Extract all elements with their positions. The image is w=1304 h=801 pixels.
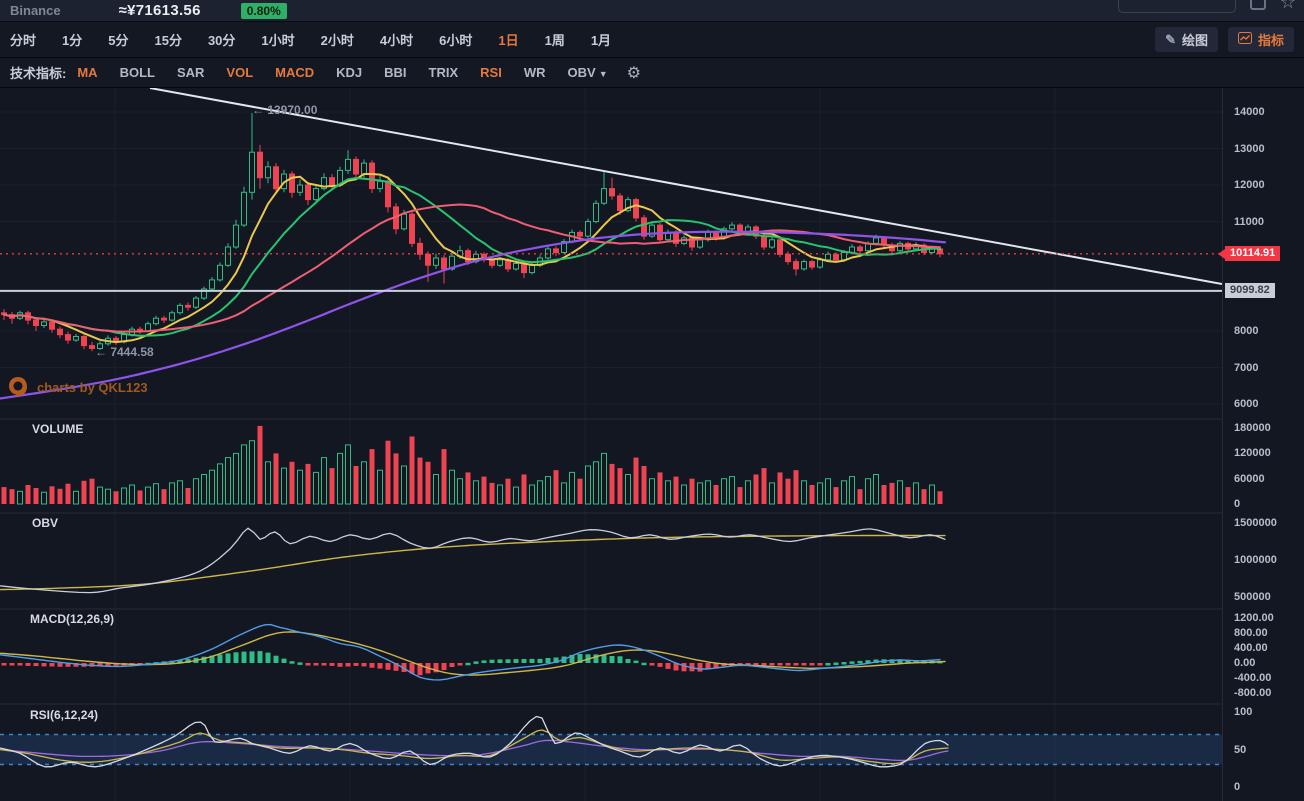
volume-pane-label: VOLUME (32, 422, 84, 436)
tab-timeframe-1m[interactable]: 1分 (62, 33, 83, 48)
cropped-pill-button[interactable] (1117, 0, 1236, 13)
star-icon[interactable]: ☆ (1279, 0, 1296, 12)
top-bar: Binance ≈¥71613.56 0.80% ☆ (0, 0, 1304, 22)
indicator-toggle-kdj[interactable]: KDJ (336, 65, 363, 80)
volume-axis-tick: 180000 (1234, 422, 1271, 435)
volume-axis-tick: 0 (1234, 498, 1241, 510)
chevron-down-icon: ▼ (598, 69, 608, 79)
price-axis-tick: 8000 (1234, 325, 1259, 337)
watermark: charts by QKL123 (6, 375, 148, 399)
low-price-annotation: ← 7444.58 (95, 345, 154, 359)
macd-axis-tick: -400.00 (1234, 672, 1272, 684)
watermark-text: charts by QKL123 (37, 379, 148, 395)
price-axis-tick: 6000 (1234, 398, 1259, 410)
change-percent-badge: 0.80% (240, 2, 287, 19)
chart-area: VOLUME OBV MACD(12,26,9) RSI(6,12,24) ← … (0, 88, 1304, 801)
draw-button-label: 绘图 (1181, 33, 1208, 48)
tab-timeframe-1h[interactable]: 1小时 (261, 33, 295, 48)
qkl123-logo-icon (9, 377, 27, 397)
indicator-bar-title: 技术指标: (10, 66, 67, 81)
pen-icon: ✎ (1165, 31, 1176, 47)
chart-canvas[interactable] (0, 88, 1222, 801)
macd-axis-tick: 400.00 (1234, 642, 1268, 654)
tab-timeframe-1w[interactable]: 1周 (544, 33, 565, 48)
hline-price-tag: 9099.82 (1225, 282, 1275, 298)
exchange-name: Binance (10, 3, 61, 18)
top-right-cropped-controls: ☆ (1117, 0, 1296, 13)
indicator-toggle-trix[interactable]: TRIX (428, 65, 459, 80)
tab-timeframe-4h[interactable]: 4小时 (379, 33, 414, 48)
obv-axis-tick: 1000000 (1234, 554, 1277, 566)
price-axis-tick: 13000 (1234, 142, 1265, 155)
high-price-annotation: ← 13970.00 (252, 103, 318, 117)
price-axis-tick: 14000 (1234, 106, 1265, 118)
draw-button[interactable]: ✎ 绘图 (1155, 27, 1218, 52)
gear-icon[interactable]: ⚙ (626, 64, 641, 82)
rsi-axis-tick: 100 (1234, 706, 1253, 718)
current-price-tag: 10114.91 (1217, 245, 1281, 261)
tab-timeframe-15m[interactable]: 15分 (154, 33, 182, 48)
obv-axis-tick: 1500000 (1234, 517, 1277, 529)
tab-timeframe-1mo[interactable]: 1月 (590, 33, 612, 48)
price-axis-tick: 11000 (1234, 215, 1264, 228)
share-icon[interactable] (1249, 0, 1266, 10)
line-chart-icon (1237, 32, 1252, 47)
indicator-button[interactable]: 指标 (1227, 27, 1294, 52)
macd-pane-label: MACD(12,26,9) (30, 612, 115, 626)
price-axis-gutter[interactable]: 14000 13000 12000 11000 8000 7000 6000 180000 12… (1217, 88, 1304, 801)
indicator-dropdown-obv[interactable]: OBV ▼ (567, 65, 608, 80)
indicator-toggle-bbi[interactable]: BBI (384, 65, 407, 80)
macd-axis-tick: 0.00 (1234, 657, 1256, 669)
cny-price: ≈¥71613.56 (118, 2, 201, 19)
price-axis-tick: 12000 (1234, 179, 1265, 191)
indicator-toggle-boll[interactable]: BOLL (119, 65, 155, 80)
indicator-toggle-sar[interactable]: SAR (176, 65, 205, 80)
volume-axis-tick: 60000 (1234, 472, 1265, 485)
macd-axis-tick: -800.00 (1234, 687, 1272, 699)
indicator-toggle-wr[interactable]: WR (523, 65, 546, 80)
tab-timeframe-fenshi[interactable]: 分时 (10, 33, 37, 48)
indicator-toggle-vol[interactable]: VOL (226, 65, 254, 80)
rsi-axis-tick: 50 (1234, 743, 1247, 756)
indicator-toggle-rsi[interactable]: RSI (480, 65, 502, 80)
tab-timeframe-6h[interactable]: 6小时 (439, 33, 473, 48)
tab-timeframe-30m[interactable]: 30分 (207, 33, 236, 48)
price-axis-tick: 7000 (1234, 361, 1259, 374)
rsi-axis-tick: 0 (1234, 781, 1241, 793)
tab-timeframe-2h[interactable]: 2小时 (320, 33, 354, 48)
rsi-pane-label: RSI(6,12,24) (30, 708, 99, 722)
timeframe-bar: 分时 1分 5分 15分 30分 1小时 2小时 4小时 6小时 1日 1周 1… (0, 22, 1304, 58)
macd-axis-tick: 1200.00 (1234, 612, 1274, 624)
indicator-button-label: 指标 (1257, 33, 1284, 48)
obv-axis-tick: 500000 (1234, 591, 1271, 603)
indicator-toggle-macd[interactable]: MACD (275, 65, 315, 80)
tab-timeframe-5m[interactable]: 5分 (108, 33, 129, 48)
macd-axis-tick: 800.00 (1234, 627, 1268, 639)
indicator-toggle-ma[interactable]: MA (77, 65, 98, 80)
volume-axis-tick: 120000 (1234, 447, 1271, 460)
tab-timeframe-1d[interactable]: 1日 (498, 33, 519, 48)
indicator-bar: 技术指标: MA BOLL SAR VOL MACD KDJ BBI TRIX … (0, 58, 1304, 88)
obv-pane-label: OBV (32, 516, 59, 530)
